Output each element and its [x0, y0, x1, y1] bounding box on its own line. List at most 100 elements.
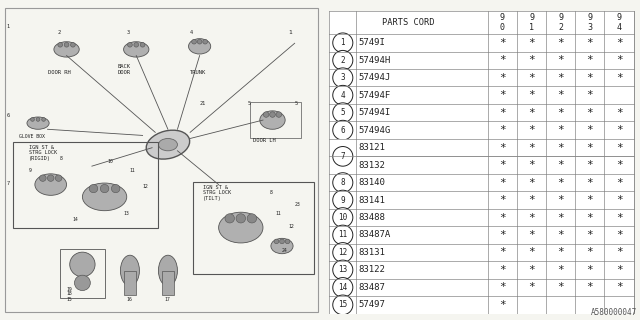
Text: *: * [557, 108, 564, 118]
Ellipse shape [124, 42, 149, 57]
Bar [330, 226, 634, 244]
Text: *: * [499, 38, 506, 48]
Text: 4: 4 [190, 30, 193, 35]
Text: *: * [499, 178, 506, 188]
Text: *: * [499, 108, 506, 118]
Text: 11: 11 [130, 168, 136, 173]
Circle shape [47, 175, 54, 181]
Text: *: * [616, 125, 623, 135]
Text: 8: 8 [269, 190, 272, 195]
Text: *: * [528, 212, 535, 222]
Circle shape [197, 39, 202, 44]
Text: 8: 8 [60, 156, 63, 161]
Text: *: * [528, 160, 535, 170]
Text: 17: 17 [164, 297, 170, 302]
Circle shape [285, 239, 290, 244]
Text: *: * [616, 38, 623, 48]
Circle shape [225, 214, 234, 223]
Circle shape [192, 39, 196, 44]
Text: 11: 11 [276, 211, 282, 216]
Circle shape [203, 39, 207, 44]
Text: *: * [557, 282, 564, 292]
Bar [330, 121, 634, 139]
Text: 11: 11 [338, 230, 348, 239]
Bar [330, 86, 634, 104]
Text: *: * [499, 230, 506, 240]
Text: *: * [499, 300, 506, 310]
Text: 21: 21 [200, 101, 206, 106]
Text: 15: 15 [338, 300, 348, 309]
Circle shape [111, 184, 120, 193]
Text: *: * [586, 125, 593, 135]
Text: *: * [616, 282, 623, 292]
Circle shape [58, 43, 63, 47]
Text: *: * [528, 108, 535, 118]
Text: 13: 13 [338, 265, 348, 275]
Text: *: * [616, 160, 623, 170]
Circle shape [280, 239, 284, 244]
Text: 23: 23 [294, 202, 300, 207]
Text: 9
2: 9 2 [558, 13, 563, 32]
Text: *: * [499, 160, 506, 170]
Text: *: * [557, 90, 564, 100]
Text: *: * [586, 195, 593, 205]
Circle shape [140, 43, 145, 47]
Text: 57494J: 57494J [358, 73, 391, 82]
Text: 2: 2 [340, 56, 345, 65]
Text: 12: 12 [338, 248, 348, 257]
Text: *: * [616, 212, 623, 222]
Text: *: * [528, 230, 535, 240]
Text: 57494F: 57494F [358, 91, 391, 100]
Ellipse shape [35, 174, 67, 195]
Text: DOOR LH: DOOR LH [253, 138, 276, 143]
Text: *: * [499, 265, 506, 275]
Text: 14: 14 [73, 218, 79, 222]
Text: 83487: 83487 [358, 283, 385, 292]
Text: *: * [528, 38, 535, 48]
Text: 7: 7 [6, 180, 10, 186]
Text: *: * [557, 55, 564, 65]
Text: DOOR RH: DOOR RH [47, 70, 70, 75]
Text: *: * [499, 90, 506, 100]
Circle shape [55, 175, 62, 181]
Circle shape [64, 43, 69, 47]
Text: *: * [499, 73, 506, 83]
Text: 83487A: 83487A [358, 230, 391, 239]
Text: *: * [616, 195, 623, 205]
Bar [330, 34, 634, 52]
Text: *: * [499, 143, 506, 153]
Text: 24: 24 [282, 248, 288, 253]
Text: *: * [586, 160, 593, 170]
Text: 5749I: 5749I [358, 38, 385, 47]
Ellipse shape [159, 255, 177, 286]
Text: *: * [528, 195, 535, 205]
Text: 16: 16 [127, 297, 132, 302]
Bar [330, 104, 634, 121]
Text: A580000047: A580000047 [591, 308, 637, 317]
Circle shape [36, 118, 40, 121]
Ellipse shape [159, 139, 177, 151]
Text: 9
1: 9 1 [529, 13, 534, 32]
Text: *: * [586, 38, 593, 48]
Text: 12: 12 [288, 224, 294, 228]
Circle shape [40, 175, 46, 181]
Text: 83488: 83488 [358, 213, 385, 222]
Ellipse shape [83, 183, 127, 211]
Text: *: * [557, 247, 564, 258]
Text: 83121: 83121 [358, 143, 385, 152]
Bar [330, 261, 634, 279]
Text: 10: 10 [108, 159, 113, 164]
Text: *: * [557, 178, 564, 188]
Text: 9: 9 [29, 168, 31, 173]
Text: *: * [499, 125, 506, 135]
Text: *: * [557, 143, 564, 153]
Text: *: * [586, 230, 593, 240]
Text: 6: 6 [6, 113, 10, 118]
Circle shape [269, 112, 275, 117]
Ellipse shape [54, 42, 79, 57]
Text: *: * [557, 212, 564, 222]
Bar [330, 69, 634, 86]
Text: *: * [557, 38, 564, 48]
Text: *: * [586, 178, 593, 188]
Text: 8: 8 [340, 178, 345, 187]
